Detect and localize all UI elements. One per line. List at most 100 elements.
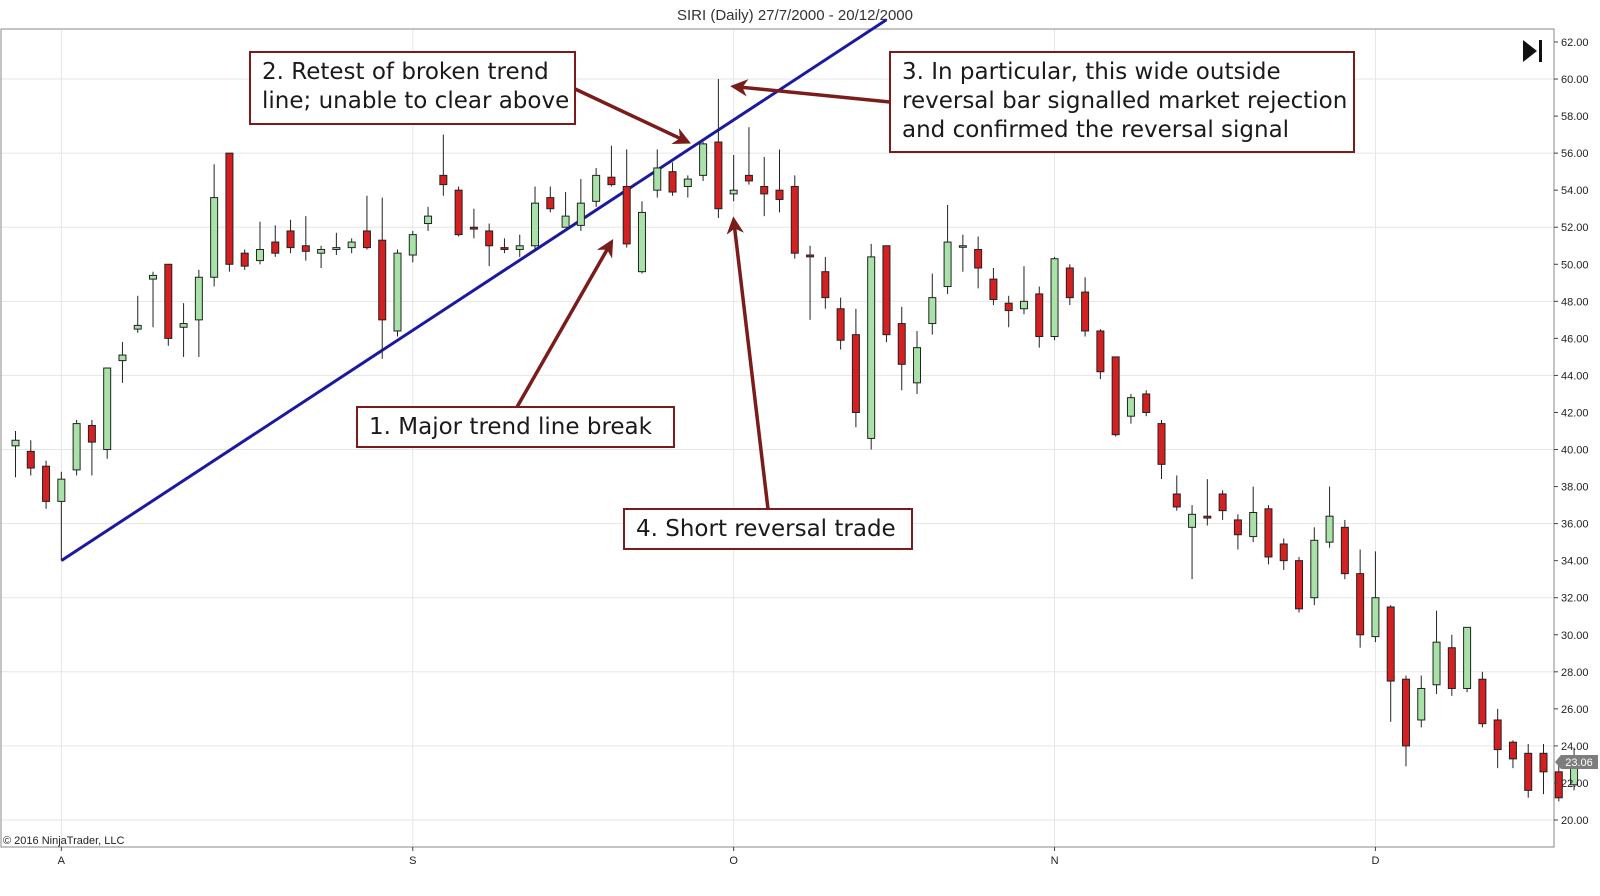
candle-body-up (118, 354, 127, 362)
candle (42, 460, 51, 509)
candle (943, 205, 952, 294)
y-tick-label: 48.00 (1561, 296, 1589, 308)
candle (1539, 744, 1548, 795)
candle-body-down (164, 263, 173, 339)
candle (714, 79, 723, 218)
annotation-text: 1. Major trend line break (369, 414, 653, 440)
candle-body-down (271, 241, 280, 254)
candle (867, 243, 876, 450)
candle (851, 308, 860, 428)
candle (1188, 505, 1197, 580)
candle (1035, 286, 1044, 348)
candle (408, 230, 417, 263)
candle-body-down (974, 248, 983, 269)
candle-body-up (958, 245, 967, 248)
candle-body-up (317, 248, 326, 254)
candle-body-up (72, 423, 81, 471)
candle-body-up (11, 439, 20, 447)
candle-body-down (1295, 560, 1304, 610)
trend-line (60, 18, 888, 562)
candle (790, 175, 799, 259)
candle-body-down (1554, 771, 1563, 799)
candle (210, 164, 219, 287)
candle-body-down (286, 230, 295, 249)
candle (103, 367, 112, 459)
candle (362, 195, 371, 250)
candle (775, 149, 784, 213)
candle (255, 221, 264, 265)
candle (1432, 610, 1441, 695)
candle-body-up (576, 202, 585, 226)
candle-body-up (1310, 539, 1319, 599)
chart-title: SIRI (Daily) 27/7/2000 - 20/12/2000 (677, 7, 913, 24)
y-tick-label: 58.00 (1561, 111, 1589, 123)
candle (133, 295, 142, 333)
candle (1493, 708, 1502, 769)
candle-body-up (561, 215, 570, 228)
candle (1233, 514, 1242, 550)
end-bar-icon[interactable] (1539, 40, 1542, 62)
candle (806, 245, 815, 320)
candle-body-up (103, 367, 112, 451)
candle-body-down (546, 197, 555, 210)
candle (1508, 740, 1517, 769)
candle-body-down (301, 245, 310, 252)
x-tick-label: A (58, 855, 66, 867)
y-tick-label: 62.00 (1561, 37, 1589, 49)
candle-body-up (943, 241, 952, 288)
candle (301, 216, 310, 261)
candle (576, 179, 585, 231)
y-tick-label: 40.00 (1561, 445, 1589, 457)
annotation-text: 2. Retest of broken trend (262, 59, 549, 85)
candle-body-down (607, 176, 616, 186)
candle (26, 440, 35, 476)
y-tick-label: 60.00 (1561, 74, 1589, 86)
candle-body-up (1249, 512, 1258, 538)
candle-body-up (1325, 515, 1334, 543)
candle (882, 245, 891, 343)
candle-body-down (485, 230, 494, 247)
candle-body-down (744, 174, 753, 182)
candle-body-up (1126, 397, 1135, 417)
annotation-box (249, 51, 576, 125)
candle-body-up (408, 234, 417, 256)
candle-body-down (1157, 423, 1166, 465)
annotation-arrow (730, 79, 891, 104)
candle (1279, 538, 1288, 570)
candle-body-down (760, 185, 769, 195)
candle (485, 223, 494, 267)
candle-body-down (87, 424, 96, 443)
play-triangle-icon[interactable] (1523, 40, 1537, 62)
candle (622, 149, 631, 248)
candle-body-down (897, 323, 906, 365)
annotation-text: and confirmed the reversal signal (902, 117, 1289, 143)
annotation-arrow (515, 239, 614, 408)
candle-body-up (592, 174, 601, 202)
candle-body-down (1356, 573, 1365, 636)
candle (1142, 390, 1151, 417)
scroll-to-end-icon[interactable] (1523, 40, 1542, 62)
candle (317, 245, 326, 268)
y-tick-label: 30.00 (1561, 630, 1589, 642)
candle (454, 186, 463, 237)
candle-body-down (790, 185, 799, 254)
candle-body-up (928, 297, 937, 325)
candle (729, 154, 738, 202)
candle (1325, 486, 1334, 548)
candle (546, 186, 555, 213)
candle-body-up (729, 189, 738, 195)
candle-body-down (1279, 543, 1288, 562)
candle (1218, 490, 1227, 520)
candle-body-up (637, 211, 646, 273)
candle-body-down (1142, 393, 1151, 413)
candle-body-down (1539, 752, 1548, 773)
candle-body-up (210, 197, 219, 278)
candle-body-down (622, 185, 631, 245)
candle (1478, 671, 1487, 728)
candle-body-down (775, 189, 784, 200)
candle (225, 152, 234, 272)
candle (1126, 393, 1135, 424)
candle (240, 249, 249, 270)
